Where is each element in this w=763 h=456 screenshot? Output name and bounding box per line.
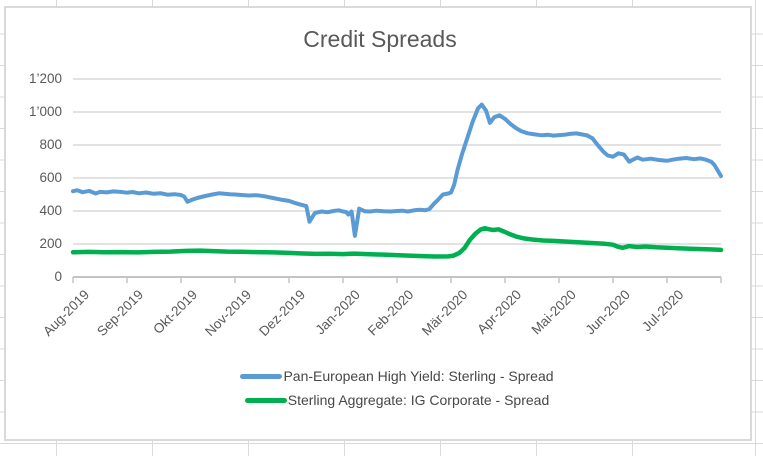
legend-label: Pan-European High Yield: Sterling - Spre… (283, 368, 554, 384)
chart-legend: Pan-European High Yield: Sterling - Spre… (73, 368, 721, 408)
legend-line-marker (244, 397, 287, 403)
legend-label: Sterling Aggregate: IG Corporate - Sprea… (287, 392, 550, 408)
legend-item-sterling-aggregate[interactable]: Sterling Aggregate: IG Corporate - Sprea… (244, 392, 550, 408)
legend-item-pan-european-high-yield[interactable]: Pan-European High Yield: Sterling - Spre… (240, 368, 554, 384)
worksheet-column-gridline (755, 0, 756, 456)
legend-line-marker (240, 373, 283, 379)
